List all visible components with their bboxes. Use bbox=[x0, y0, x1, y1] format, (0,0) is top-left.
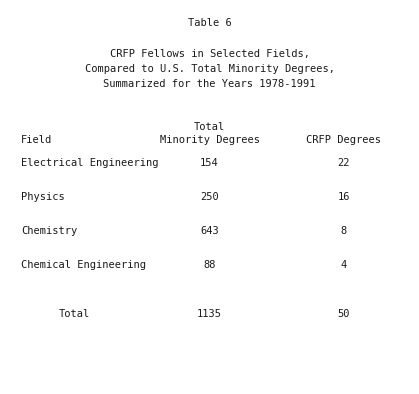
Text: Table 6: Table 6 bbox=[188, 18, 231, 28]
Text: Total: Total bbox=[194, 122, 225, 132]
Text: 4: 4 bbox=[341, 260, 347, 270]
Text: Compared to U.S. Total Minority Degrees,: Compared to U.S. Total Minority Degrees, bbox=[85, 64, 334, 74]
Text: CRFP Fellows in Selected Fields,: CRFP Fellows in Selected Fields, bbox=[109, 49, 310, 59]
Text: 250: 250 bbox=[200, 192, 219, 202]
Text: Electrical Engineering: Electrical Engineering bbox=[21, 158, 158, 167]
Text: 643: 643 bbox=[200, 226, 219, 236]
Text: 16: 16 bbox=[337, 192, 350, 202]
Text: Chemical Engineering: Chemical Engineering bbox=[21, 260, 146, 270]
Text: CRFP Degrees: CRFP Degrees bbox=[306, 135, 381, 145]
Text: Summarized for the Years 1978-1991: Summarized for the Years 1978-1991 bbox=[103, 79, 316, 89]
Text: Field: Field bbox=[21, 135, 52, 145]
Text: 50: 50 bbox=[337, 309, 350, 318]
Text: Minority Degrees: Minority Degrees bbox=[160, 135, 259, 145]
Text: 22: 22 bbox=[337, 158, 350, 167]
Text: 8: 8 bbox=[341, 226, 347, 236]
Text: Chemistry: Chemistry bbox=[21, 226, 77, 236]
Text: 1135: 1135 bbox=[197, 309, 222, 318]
Text: Total: Total bbox=[59, 309, 90, 318]
Text: 88: 88 bbox=[203, 260, 216, 270]
Text: Physics: Physics bbox=[21, 192, 65, 202]
Text: 154: 154 bbox=[200, 158, 219, 167]
